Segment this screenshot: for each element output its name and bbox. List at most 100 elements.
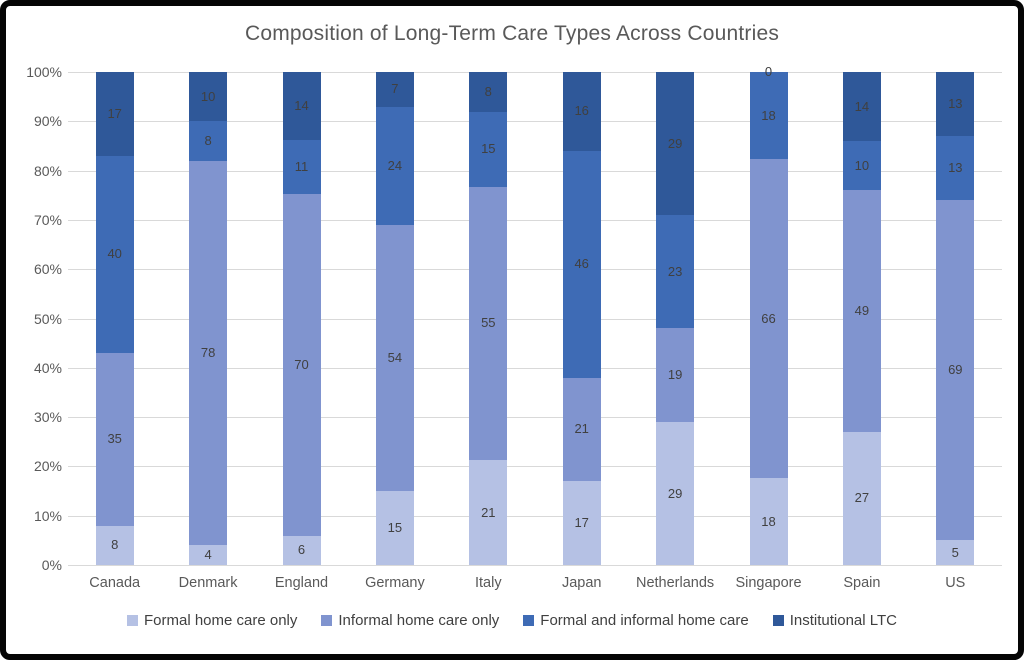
bar-segment-germany-series1 xyxy=(375,224,414,492)
legend-item-formal-home-care-only: Formal home care only xyxy=(126,612,297,629)
bar-segment-japan-series2 xyxy=(562,150,601,378)
bar-segment-germany-series2 xyxy=(375,106,414,225)
bar-segment-england-series3 xyxy=(282,72,321,141)
bar-segment-netherlands-series2 xyxy=(656,215,695,329)
y-tick-label-0%: 0% xyxy=(41,557,62,573)
bar-segment-value: 29 xyxy=(667,135,683,151)
bar-segment-denmark-series0 xyxy=(189,545,228,565)
gridline-30% xyxy=(68,417,1002,419)
bar-segment-spain-series1 xyxy=(842,190,881,432)
y-tick-label-100%: 100% xyxy=(26,64,62,80)
x-axis-label-italy: Italy xyxy=(474,575,502,591)
y-tick-label-30%: 30% xyxy=(33,409,62,426)
bar-segment-value: 8 xyxy=(204,133,212,149)
gridline-0% xyxy=(68,565,1002,566)
bar-segment-netherlands-series3 xyxy=(656,72,695,215)
bar-segment-canada-series0 xyxy=(95,525,134,565)
bar-segment-value: 10 xyxy=(200,88,216,104)
bar-segment-value: 66 xyxy=(761,310,776,326)
bar-segment-value: 35 xyxy=(107,431,122,447)
gridline-10% xyxy=(68,515,1002,517)
bar-segment-value: 14 xyxy=(854,98,870,114)
bar-segment-value: 10 xyxy=(854,157,870,173)
y-tick-label-20%: 20% xyxy=(33,458,62,475)
bar-segment-canada-series2 xyxy=(95,155,134,354)
bar-segment-england-series2 xyxy=(282,140,321,195)
bar-segment-canada-series3 xyxy=(95,72,134,156)
bar-segment-spain-series0 xyxy=(842,431,881,565)
legend-item-institutional-ltc: Institutional LTC xyxy=(772,612,897,629)
x-axis-label-japan: Japan xyxy=(561,575,602,591)
chart-title: Composition of Long-Term Care Types Acro… xyxy=(244,22,780,45)
bar-segment-value: 8 xyxy=(484,83,492,99)
bar-segment-value: 54 xyxy=(387,349,403,365)
y-axis: 0% 10% 20% 30% 40% 50% 60% 70% 80% 90% 100% xyxy=(6,64,62,573)
y-tick-label-90%: 90% xyxy=(33,113,62,130)
bar-segment-value: 24 xyxy=(387,157,403,173)
x-axis-label-spain: Spain xyxy=(843,575,881,591)
gridline-50% xyxy=(68,318,1002,320)
plot-area: 8 35 40 17 4 78 8 10 6 70 11 14 15 54 24 7 21 55 15 8 17 21 46… xyxy=(68,64,1002,566)
bar-segment-germany-series3 xyxy=(375,72,414,107)
x-axis-label-england: England xyxy=(274,575,329,591)
bar-segment-value: 16 xyxy=(574,103,589,119)
bar-segment-value: 40 xyxy=(107,246,122,262)
bar-segment-us-series3 xyxy=(936,72,975,137)
bar-segment-value: 55 xyxy=(481,315,496,331)
x-axis-label-singapore: Singapore xyxy=(735,575,802,591)
bar-segment-england-series1 xyxy=(282,194,321,536)
bar-segment-value: 46 xyxy=(574,256,589,272)
gridline-70% xyxy=(68,219,1002,221)
legend-swatch-icon xyxy=(126,615,138,626)
y-tick-label-40%: 40% xyxy=(33,359,62,376)
gridline-90% xyxy=(68,121,1002,123)
bar-segment-value: 18 xyxy=(761,513,776,529)
bar-segment-value: 4 xyxy=(204,547,212,563)
bar-segment-value: 69 xyxy=(948,362,963,378)
bar-segment-value: 7 xyxy=(391,81,399,97)
gridline-60% xyxy=(68,269,1002,271)
bar-segment-japan-series3 xyxy=(562,72,601,151)
bar-segment-singapore-series0 xyxy=(749,478,788,565)
bar-segment-value: 78 xyxy=(200,345,216,361)
x-axis-label-germany: Germany xyxy=(365,575,425,591)
gridline-20% xyxy=(68,466,1002,468)
bar-segment-italy-series1 xyxy=(469,186,508,461)
legend: Formal home care only Informal home care … xyxy=(6,612,1018,629)
bar-segment-japan-series1 xyxy=(562,377,601,482)
bar-segment-italy-series2 xyxy=(469,111,508,187)
bar-segment-us-series0 xyxy=(936,540,975,565)
bar-segment-value: 27 xyxy=(854,490,870,506)
x-axis: Canada Denmark England Germany Italy Japan Net… xyxy=(68,575,1002,597)
bar-segment-denmark-series2 xyxy=(189,121,228,161)
x-axis-label-us: US xyxy=(945,575,966,591)
bar-segment-spain-series3 xyxy=(842,72,881,142)
bar-segment-germany-series0 xyxy=(375,491,414,565)
bar-segment-value: 14 xyxy=(294,98,309,114)
gridline-80% xyxy=(68,170,1002,172)
x-axis-label-netherlands: Netherlands xyxy=(635,575,715,591)
bar-segment-us-series1 xyxy=(936,200,975,541)
bar-segment-italy-series0 xyxy=(469,460,508,565)
bar-segment-netherlands-series0 xyxy=(656,422,695,565)
legend-swatch-icon xyxy=(321,615,333,626)
bar-segment-singapore-series2 xyxy=(749,72,788,159)
legend-item-formal-and-informal-home-care: Formal and informal home care xyxy=(523,612,749,629)
legend-label: Informal home care only xyxy=(338,612,500,629)
bar-segment-denmark-series3 xyxy=(189,72,228,122)
y-tick-label-70%: 70% xyxy=(33,211,62,228)
y-tick-label-50%: 50% xyxy=(33,310,62,327)
bar-segment-singapore-series1 xyxy=(749,159,788,478)
legend-swatch-icon xyxy=(523,615,535,626)
gridline-40% xyxy=(68,367,1002,369)
bar-segment-value: 13 xyxy=(948,160,963,176)
bar-segment-denmark-series1 xyxy=(189,160,228,546)
y-tick-label-10%: 10% xyxy=(33,507,62,524)
bar-segment-value: 13 xyxy=(948,96,963,112)
bar-segment-value: 17 xyxy=(574,515,589,531)
bar-segment-value: 15 xyxy=(481,141,496,157)
bar-segment-value: 70 xyxy=(294,356,309,372)
legend-label: Institutional LTC xyxy=(789,612,897,629)
bar-segment-value: 5 xyxy=(951,544,959,560)
